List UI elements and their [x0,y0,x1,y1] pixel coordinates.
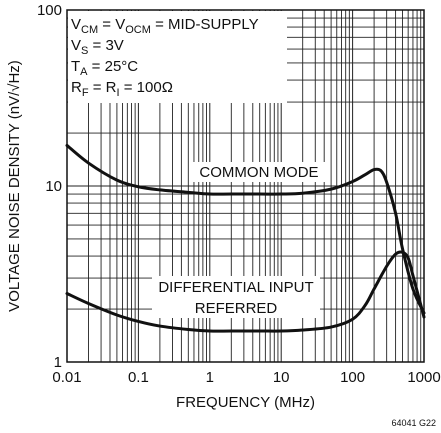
conditions-background [68,11,287,103]
condition-line-2: VS = 3V [71,37,124,57]
y-tick-label: 10 [45,178,62,195]
differential-label-line-1: DIFFERENTIAL INPUT [158,279,313,296]
common-mode-label-background [193,162,325,182]
figure-id: 64041 G22 [391,418,436,428]
condition-line-3: TA = 25°C [71,58,138,78]
curve-annotations: COMMON MODE DIFFERENTIAL INPUT REFERRED [152,162,325,318]
series-line-differential [65,250,426,333]
x-axis-label: FREQUENCY (MHz) [176,394,315,411]
series [65,143,426,333]
common-mode-label: COMMON MODE [199,164,318,181]
x-tick-label: 100 [340,369,365,386]
x-tick-label: 1 [206,369,214,386]
x-tick-label: 0.1 [128,369,149,386]
x-tick-label: 1000 [407,369,440,386]
y-axis-label: VOLTAGE NOISE DENSITY (nV/√Hz) [6,60,23,312]
plot-frame [66,9,425,363]
x-tick-label: 10 [273,369,290,386]
condition-line-4: RF = RI = 100Ω [71,79,173,99]
tick-labels: 0.01 0.1 1 10 100 1000 1 10 100 [37,2,441,386]
series-line-common-mode [65,143,426,315]
differential-label-line-2: REFERRED [195,300,278,317]
condition-line-1: VCM = VOCM = MID-SUPPLY [71,16,259,36]
conditions-box: VCM = VOCM = MID-SUPPLY VS = 3V TA = 25°… [68,11,287,103]
y-tick-label: 1 [54,354,62,371]
y-tick-label: 100 [37,2,62,19]
x-tick-label: 0.01 [52,369,81,386]
differential-label-background [152,276,320,318]
